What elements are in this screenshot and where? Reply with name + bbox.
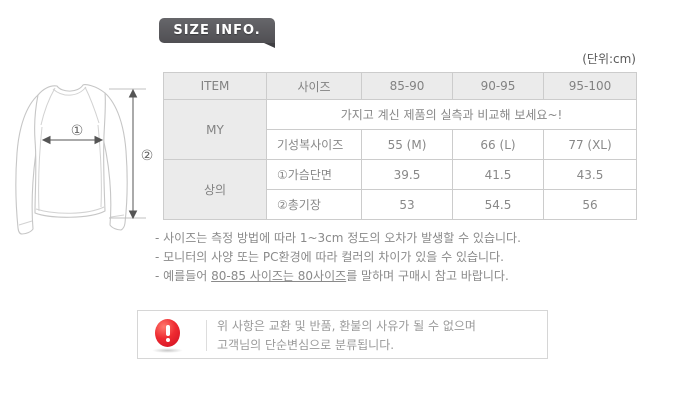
ready-made-size-label: 기성복사이즈 (266, 129, 362, 160)
note-line-3: - 예를들어 80-85 사이즈는 80사이즈를 말하며 구매시 참고 바랍니다… (155, 269, 509, 283)
my-group-label: MY (163, 99, 267, 160)
chest-width-95: 43.5 (543, 159, 637, 190)
size-table: ITEM 사이즈 85-90 90-95 95-100 MY 가지고 계신 제품… (163, 72, 637, 220)
total-length-90: 54.5 (452, 189, 544, 220)
header-95-100: 95-100 (543, 72, 637, 100)
size-info-badge-label: SIZE INFO. (173, 23, 261, 38)
warning-line-2: 고객님의 단순변심으로 분류됩니다. (217, 338, 395, 352)
size-notes: - 사이즈는 측정 방법에 따라 1~3cm 정도의 오차가 발생할 수 있습니… (155, 229, 521, 286)
header-size: 사이즈 (266, 72, 362, 100)
shirt-body (34, 84, 106, 218)
note-underlined-text: 80-85 사이즈는 80사이즈 (211, 269, 347, 283)
shirt-seams (18, 86, 125, 226)
length-marker-label: ② (141, 148, 154, 164)
table-header-row: ITEM 사이즈 85-90 90-95 95-100 (163, 72, 637, 100)
shirt-diagram: ① ② (5, 65, 155, 240)
exclamation-icon (155, 319, 180, 347)
warning-text: 위 사항은 교환 및 반품, 환불의 사유가 될 수 없으며 고객님의 단순변심… (217, 317, 476, 355)
unit-label: (단위:cm) (582, 52, 636, 66)
warning-divider (206, 320, 207, 351)
chest-marker-label: ① (71, 123, 84, 139)
my-notice-cell: 가지고 계신 제품의 실측과 비교해 보세요~! (266, 99, 637, 130)
table-row: 상의 ①가슴단면 39.5 41.5 43.5 (163, 159, 637, 220)
size-info-badge: SIZE INFO. (159, 18, 275, 48)
warning-box: 위 사항은 교환 및 반품, 환불의 사유가 될 수 없으며 고객님의 단순변심… (137, 310, 548, 359)
header-85-90: 85-90 (361, 72, 453, 100)
warning-icon-shadow (152, 348, 183, 353)
warning-line-1: 위 사항은 교환 및 반품, 환불의 사유가 될 수 없으며 (217, 319, 476, 333)
note-line-2: - 모니터의 사양 또는 PC환경에 따라 컬러의 차이가 있을 수 있습니다. (155, 250, 504, 264)
chest-width-90: 41.5 (452, 159, 544, 190)
total-length-label: ②총기장 (266, 189, 362, 220)
chest-width-85: 39.5 (361, 159, 453, 190)
chest-width-label: ①가슴단면 (266, 159, 362, 190)
table-row: 기성복사이즈 55 (M) 66 (L) 77 (XL) (164, 129, 637, 160)
table-row: MY 가지고 계신 제품의 실측과 비교해 보세요~! (163, 99, 637, 160)
badge-fold-corner (264, 43, 275, 48)
ready-made-size-95: 77 (XL) (543, 129, 637, 160)
shirt-diagram-svg: ① ② (15, 84, 154, 235)
total-length-95: 56 (543, 189, 637, 220)
top-group-label: 상의 (163, 159, 267, 220)
note-line-1: - 사이즈는 측정 방법에 따라 1~3cm 정도의 오차가 발생할 수 있습니… (155, 231, 521, 245)
ready-made-size-85: 55 (M) (361, 129, 453, 160)
measurement-ticks (109, 88, 146, 219)
measurement-arrows (41, 88, 138, 220)
header-item: ITEM (163, 72, 267, 100)
total-length-85: 53 (361, 189, 453, 220)
table-row: ②총기장 53 54.5 56 (164, 189, 637, 220)
header-90-95: 90-95 (452, 72, 544, 100)
ready-made-size-90: 66 (L) (452, 129, 544, 160)
